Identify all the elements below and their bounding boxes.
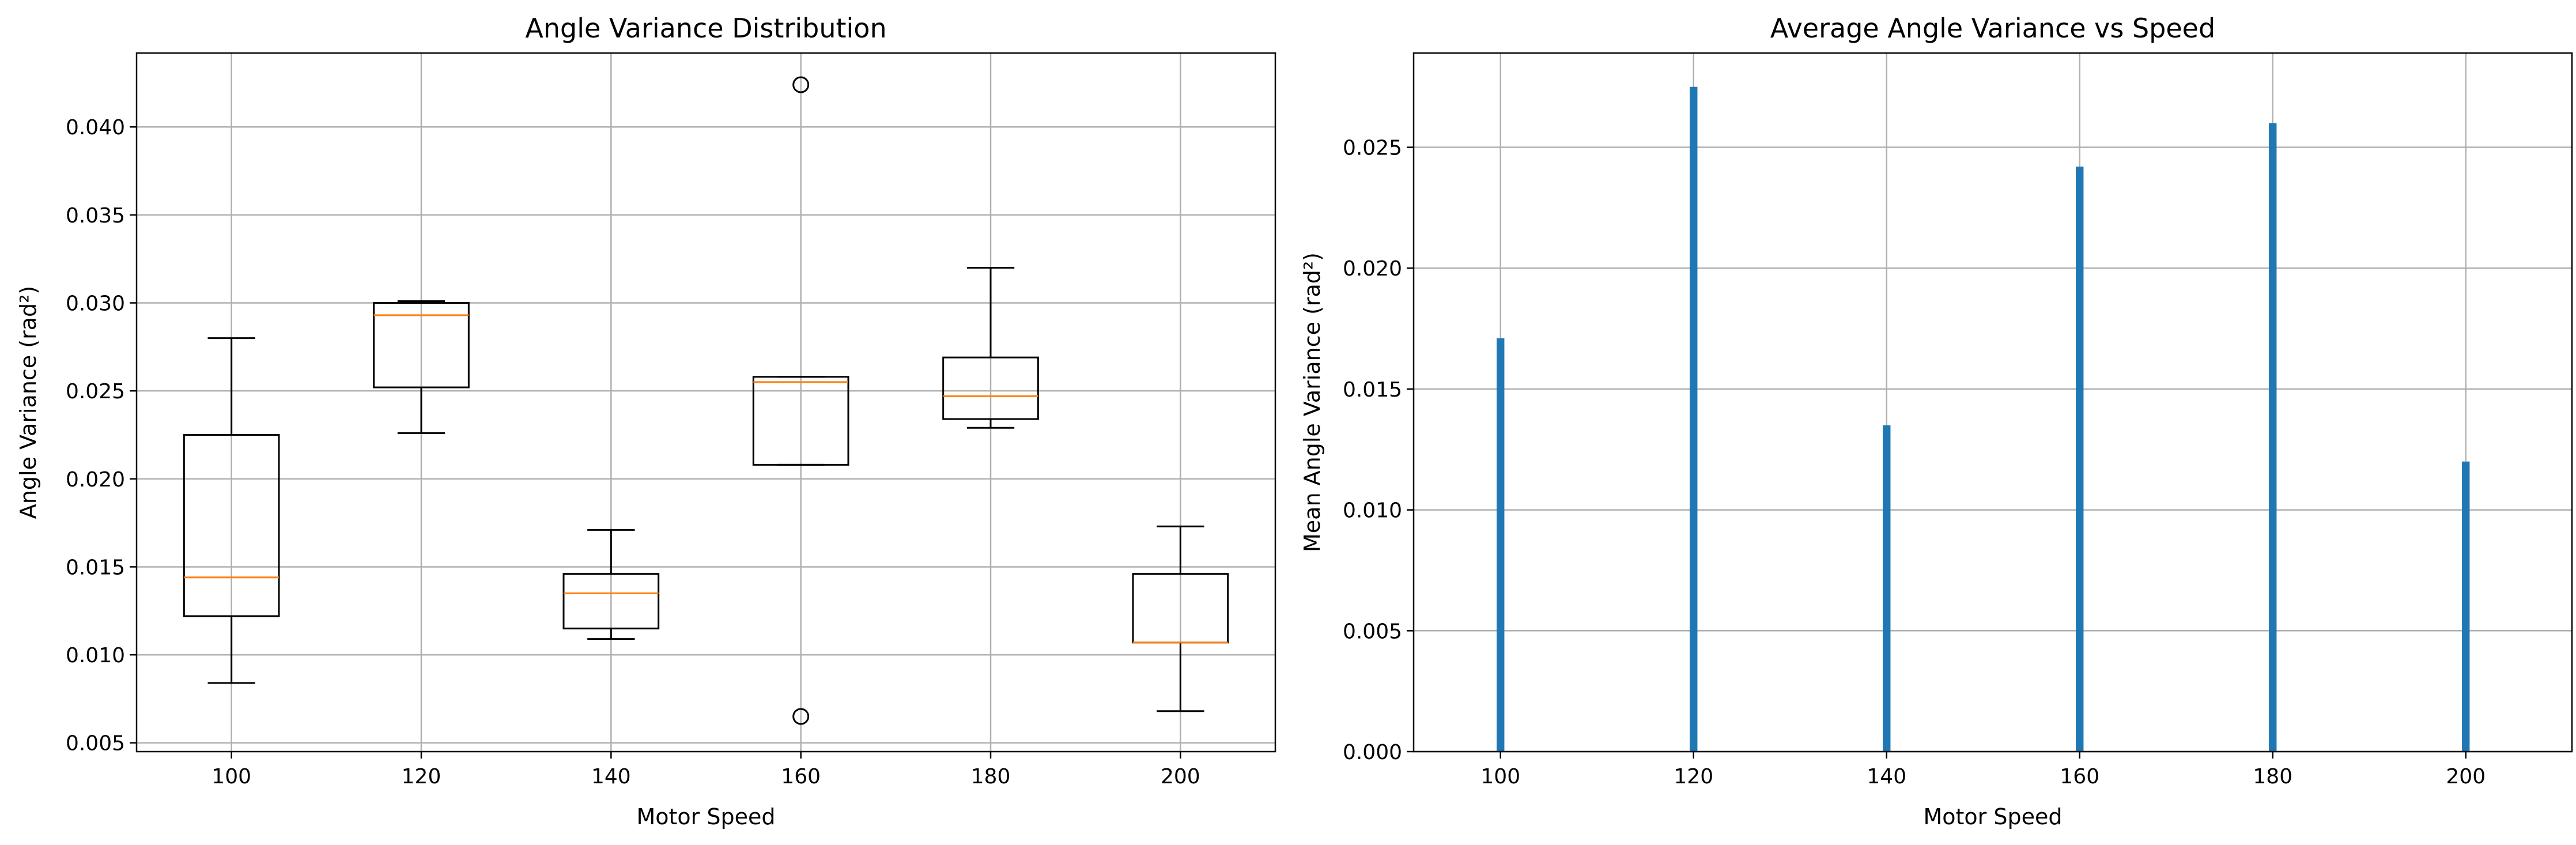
bar-140 — [1883, 425, 1891, 752]
box-plot-x-tick-label: 160 — [781, 765, 821, 789]
bar-chart-grid — [1414, 53, 2572, 753]
bar-180 — [2269, 123, 2277, 752]
box-120 — [373, 300, 470, 434]
bar-chart-x-tick-label: 100 — [1480, 765, 1520, 789]
bar-chart-frame — [1412, 52, 2573, 753]
box-plot-y-tick-label: 0.020 — [66, 468, 125, 492]
box-160 — [752, 76, 849, 725]
box-plot-y-ticks: 0.005 0.010 0.015 0.020 0.025 0.030 0.035 0.040 — [66, 116, 137, 756]
bar-chart-bars — [1497, 86, 2470, 752]
bar-chart: Average Angle Variance vs Speed 0.0000.0… — [1300, 13, 2573, 829]
box-plot-x-tick-label: 180 — [971, 765, 1011, 789]
bar-chart-x-tick-label: 160 — [2060, 765, 2099, 789]
box-plot-x-axis-label: Motor Speed — [636, 804, 775, 829]
box-plot-y-tick-label: 0.005 — [66, 732, 125, 756]
bar-chart-y-axis-label: Mean Angle Variance (rad²) — [1300, 252, 1325, 552]
box-plot-title: Angle Variance Distribution — [525, 13, 886, 44]
box-plot-boxes — [183, 76, 1229, 725]
box-iqr — [942, 356, 1039, 420]
box-iqr — [183, 433, 280, 617]
box-plot-y-tick-label: 0.030 — [66, 292, 125, 316]
bar-chart-x-axis-label: Motor Speed — [1923, 804, 2062, 829]
bar-chart-title: Average Angle Variance vs Speed — [1770, 13, 2215, 44]
bar-200 — [2462, 461, 2470, 752]
box-plot-x-ticks: 100 120 140 160 180 200 — [211, 752, 1200, 789]
box-100 — [183, 337, 280, 684]
bar-chart-y-tick-label: 0.005 — [1343, 620, 1402, 643]
box-plot-y-tick-label: 0.040 — [66, 116, 125, 139]
bar-120 — [1690, 86, 1698, 752]
bar-chart-y-tick-label: 0.020 — [1343, 257, 1402, 281]
box-200 — [1132, 525, 1229, 712]
box-plot-y-tick-label: 0.015 — [66, 556, 125, 579]
bar-chart-y-tick-label: 0.010 — [1343, 499, 1402, 523]
outlier-point — [792, 708, 810, 725]
bar-chart-x-tick-label: 120 — [1674, 765, 1713, 789]
box-plot-y-axis-label: Angle Variance (rad²) — [16, 286, 41, 519]
box-140 — [562, 529, 660, 640]
box-plot-y-tick-label: 0.010 — [66, 644, 125, 667]
bar-chart-y-tick-label: 0.000 — [1343, 741, 1402, 764]
box-iqr — [373, 302, 470, 388]
box-plot-x-tick-label: 120 — [402, 765, 441, 789]
bar-chart-x-tick-label: 180 — [2253, 765, 2292, 789]
box-iqr — [752, 376, 849, 466]
box-plot-chart: Angle Variance Distribution 0.0050.0100.… — [16, 13, 1276, 829]
bar-chart-y-ticks: 0.000 0.005 0.010 0.015 0.020 0.025 — [1343, 137, 1414, 764]
bar-100 — [1497, 338, 1505, 752]
bar-chart-y-tick-label: 0.025 — [1343, 137, 1402, 160]
box-plot-y-tick-label: 0.025 — [66, 380, 125, 403]
bar-chart-x-ticks: 100 120 140 160 180 200 — [1480, 752, 2486, 789]
box-plot-x-tick-label: 140 — [591, 765, 631, 789]
box-plot-x-tick-label: 100 — [211, 765, 251, 789]
bar-chart-y-tick-label: 0.015 — [1343, 378, 1402, 402]
box-plot-x-tick-label: 200 — [1161, 765, 1200, 789]
box-plot-frame — [135, 52, 1276, 753]
bar-chart-x-tick-label: 200 — [2446, 765, 2486, 789]
outlier-point — [792, 76, 810, 93]
bar-chart-x-tick-label: 140 — [1867, 765, 1906, 789]
box-plot-y-tick-label: 0.035 — [66, 204, 125, 228]
box-180 — [942, 266, 1039, 429]
box-plot-grid — [137, 53, 1275, 752]
box-iqr — [562, 573, 660, 629]
bar-160 — [2076, 167, 2084, 752]
